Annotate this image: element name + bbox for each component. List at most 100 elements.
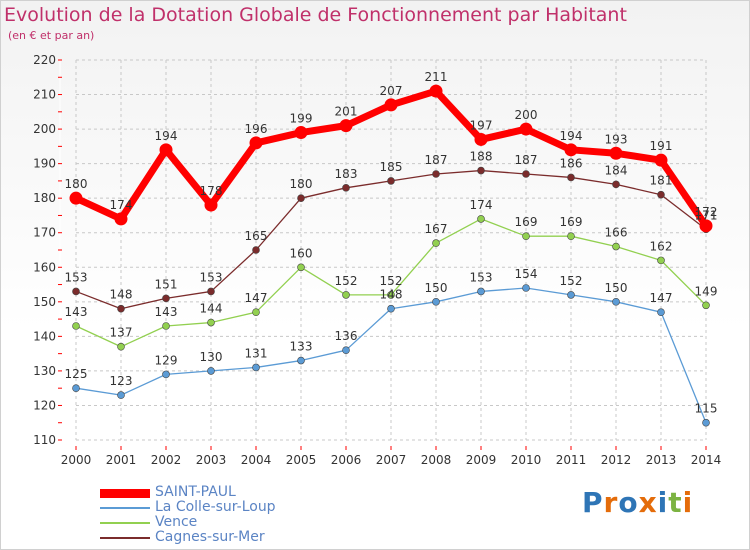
data-label: 200 [515,108,538,122]
data-label: 115 [695,402,718,416]
data-point [432,298,440,306]
data-point [654,153,668,167]
data-label: 150 [605,281,628,295]
data-point [159,143,173,157]
data-label: 201 [335,105,358,119]
legend-label: SAINT-PAUL [155,484,236,500]
data-point [207,367,215,375]
y-tick-label: 130 [33,364,56,378]
x-tick-label: 2009 [466,453,497,467]
data-point [117,342,125,351]
data-label: 150 [425,281,448,295]
legend-label: Cagnes-sur-Mer [155,529,265,545]
data-point [702,418,710,427]
logo-letter: t [668,486,683,519]
data-point [474,132,488,146]
data-point [297,263,305,272]
legend-swatch [100,507,150,509]
data-point [252,246,260,254]
data-label: 129 [155,353,178,367]
data-point [207,287,215,296]
data-label: 133 [290,340,313,354]
data-point [162,322,170,330]
data-point [657,190,665,199]
x-tick-label: 2014 [691,453,722,467]
data-point [432,170,440,178]
data-label: 153 [200,270,223,284]
data-label: 199 [290,112,313,126]
data-label: 131 [245,346,268,360]
x-tick-label: 2005 [286,453,317,467]
x-tick-label: 2012 [601,453,632,467]
data-point [117,304,125,313]
data-point [564,143,578,157]
data-point [657,308,665,316]
x-tick-label: 2008 [421,453,452,467]
data-point [72,384,80,392]
data-point [297,356,305,365]
x-tick-label: 2002 [151,453,182,467]
data-point [477,287,485,296]
data-label: 148 [380,288,403,302]
data-label: 152 [560,274,583,288]
data-point [612,242,620,251]
logo-letter: r [603,486,619,519]
x-tick-label: 2001 [106,453,137,467]
data-point [342,291,350,299]
data-label: 184 [605,163,628,177]
data-label: 194 [155,129,178,143]
chart-subtitle: (en € et par an) [8,29,95,42]
data-point [384,98,398,112]
data-point [432,239,440,247]
data-point [609,146,623,160]
data-point [387,177,395,185]
y-tick-label: 190 [33,157,56,171]
data-label: 137 [110,326,133,340]
logo-letter: x [638,486,658,519]
data-label: 160 [290,246,313,260]
data-point [342,346,350,354]
data-point [567,232,575,240]
data-label: 174 [110,198,133,212]
data-label: 166 [605,226,628,240]
data-point [612,298,620,306]
logo-letter: i [657,486,669,519]
data-point [294,126,308,140]
data-point [252,363,260,372]
data-label: 144 [200,302,223,316]
y-tick-label: 150 [33,295,56,309]
y-tick-label: 120 [33,398,56,412]
data-point [342,184,350,192]
data-point [162,294,170,303]
y-tick-label: 180 [33,191,56,205]
y-tick-label: 160 [33,260,56,274]
data-point [297,194,305,202]
data-label: 130 [200,350,223,364]
data-point [567,291,575,299]
data-label: 125 [65,367,88,381]
data-point [114,212,128,226]
data-label: 187 [515,153,538,167]
data-point [252,308,260,316]
y-tick-label: 220 [33,53,56,67]
data-point [699,219,713,233]
data-label: 154 [515,267,538,281]
legend-label: La Colle-sur-Loup [155,499,276,515]
data-label: 123 [110,374,133,388]
data-label: 180 [290,177,313,191]
data-label: 178 [200,184,223,198]
data-point [339,119,353,133]
data-label: 174 [470,198,493,212]
data-point [162,370,170,379]
data-label: 187 [425,153,448,167]
logo-letter: P [582,486,604,519]
data-point [429,84,443,98]
data-label: 147 [245,291,268,305]
data-point [477,166,485,175]
data-label: 191 [650,139,673,153]
data-label: 151 [155,277,178,291]
data-label: 148 [110,288,133,302]
data-label: 153 [65,270,88,284]
